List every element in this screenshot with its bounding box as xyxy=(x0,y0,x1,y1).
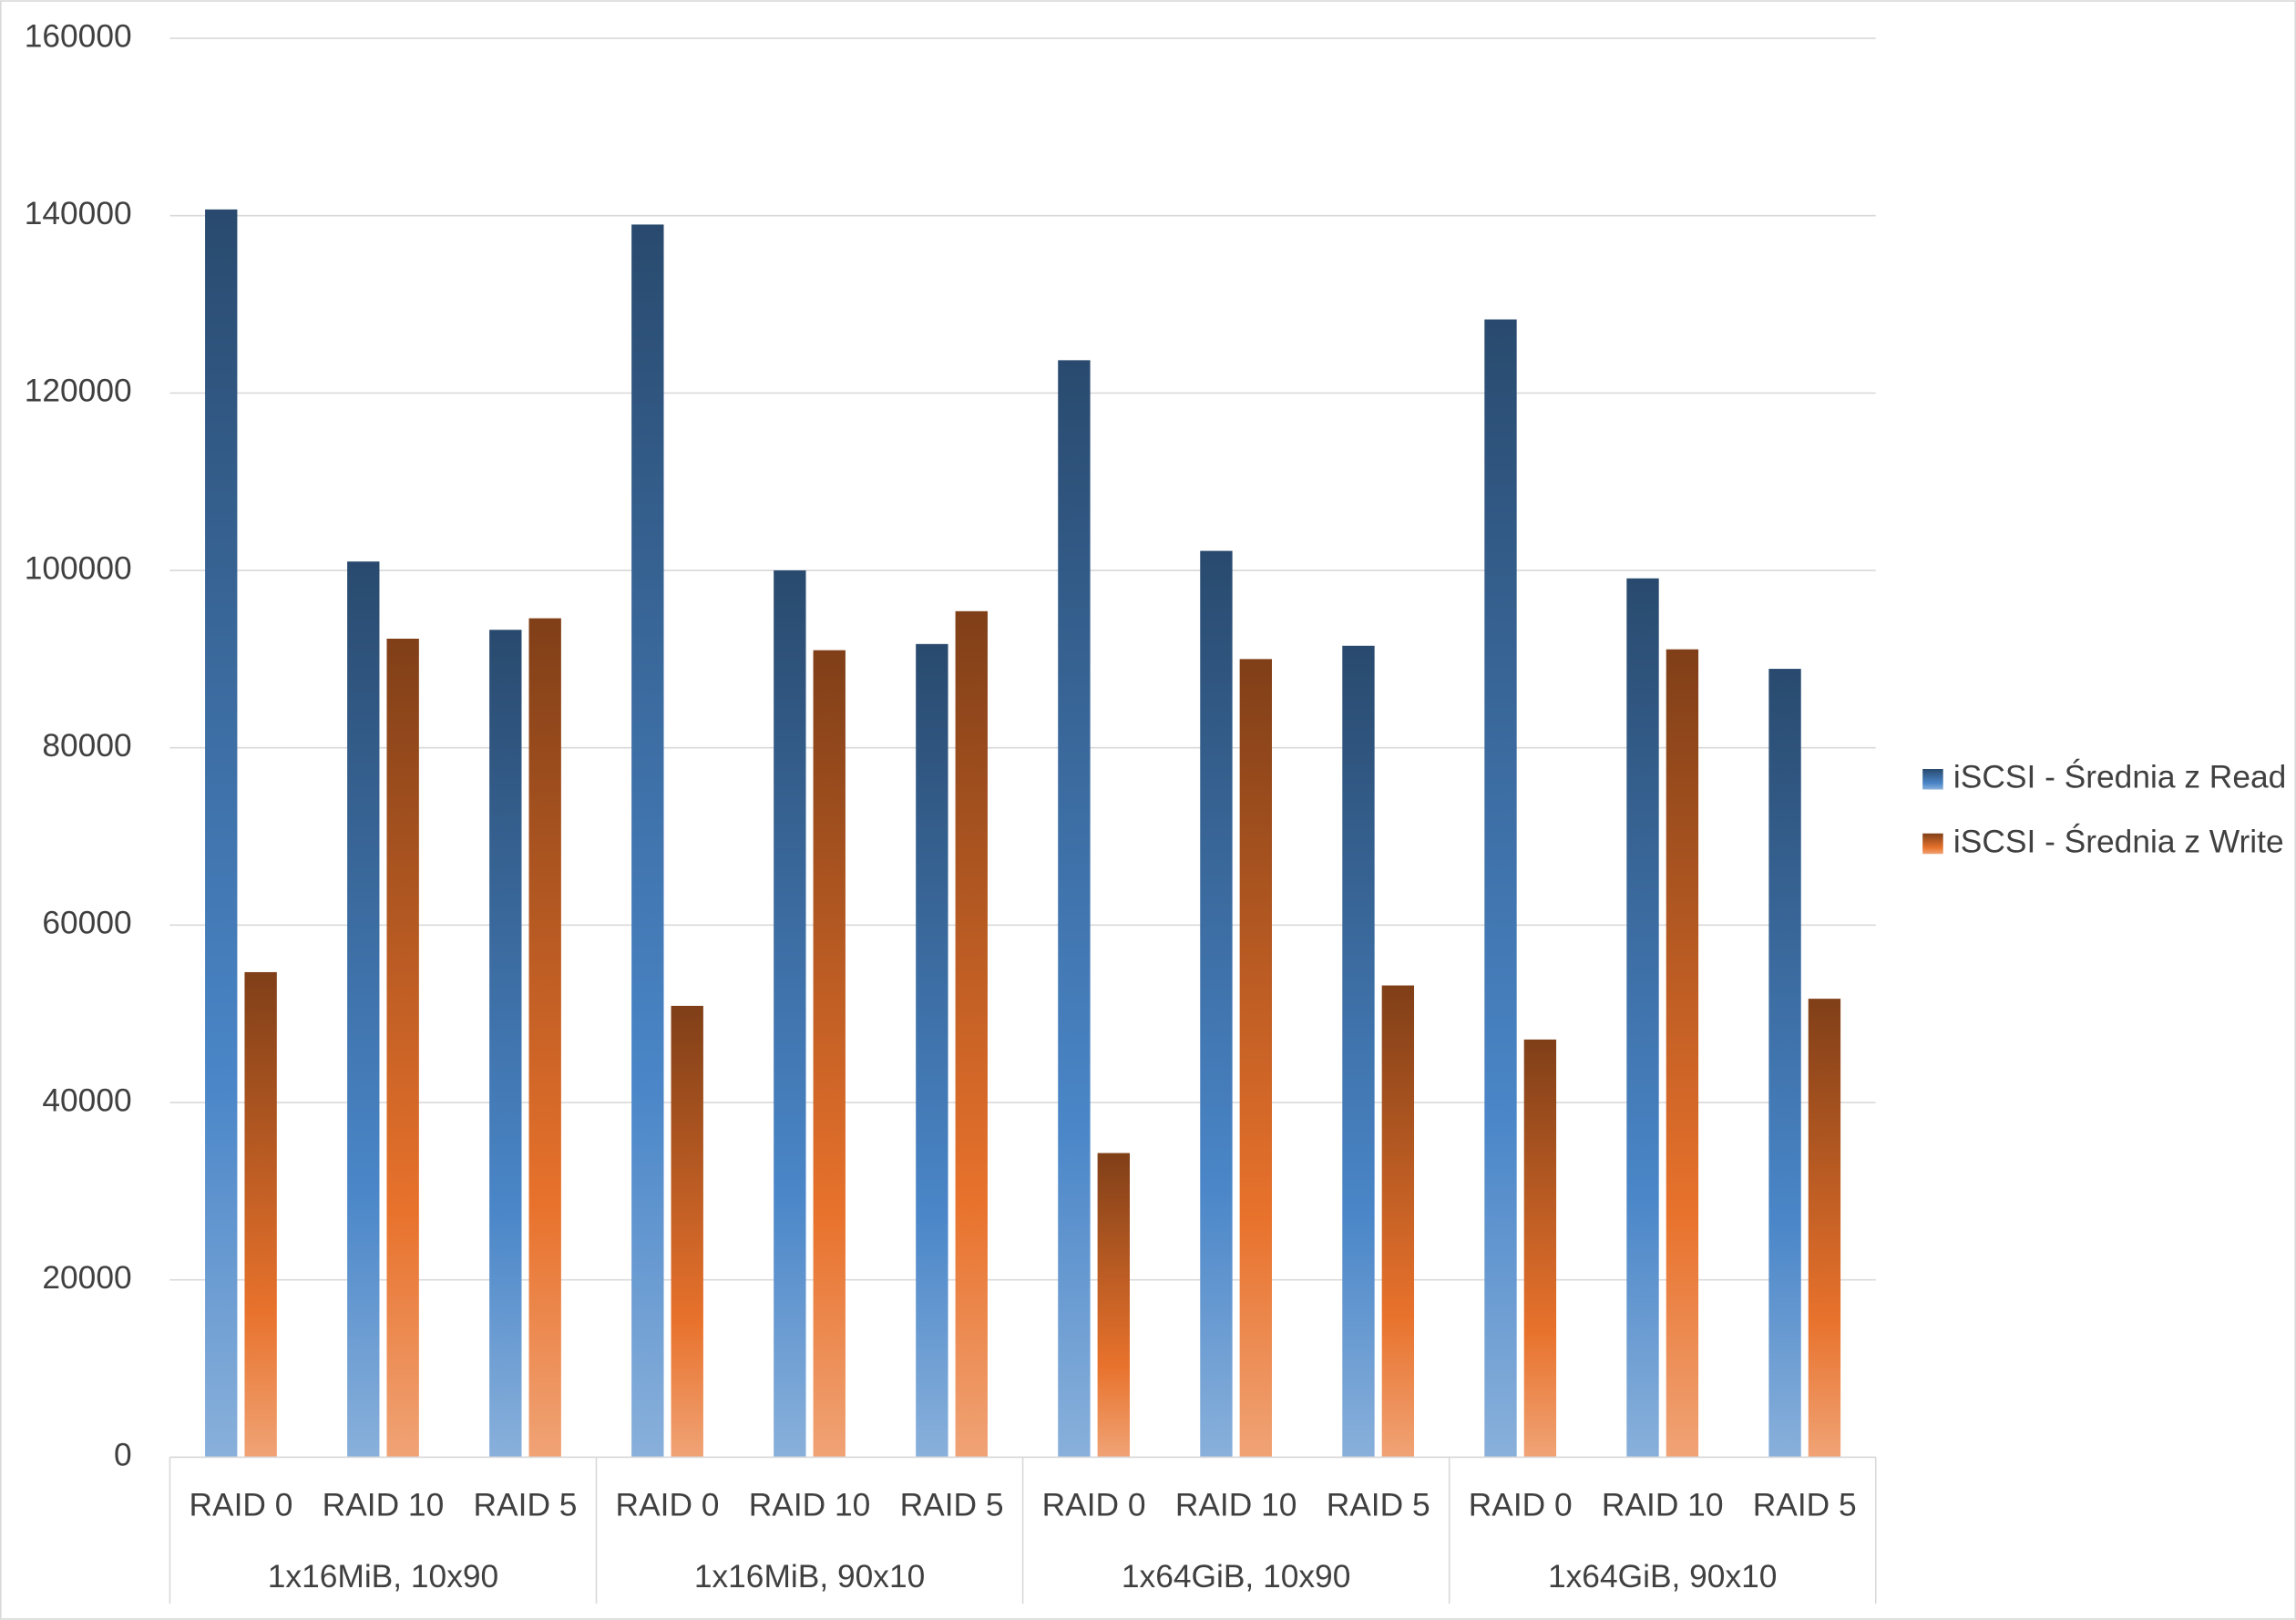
bar xyxy=(386,638,419,1458)
group-label: 1x16MiB, 10x90 xyxy=(268,1559,498,1594)
x-tick-label: RAID 5 xyxy=(474,1487,578,1523)
bar xyxy=(955,610,988,1458)
bar xyxy=(774,570,806,1458)
bar xyxy=(1768,669,1801,1458)
y-tick-label: 140000 xyxy=(25,196,132,231)
bar xyxy=(1058,360,1091,1458)
bar xyxy=(205,209,238,1458)
x-tick-label: RAID 0 xyxy=(1469,1487,1573,1523)
y-tick-label: 60000 xyxy=(42,906,131,941)
group-label: 1x16MiB, 90x10 xyxy=(694,1559,925,1594)
x-tick-label: RAID 5 xyxy=(900,1487,1004,1523)
bar xyxy=(1200,550,1233,1458)
y-tick-label: 80000 xyxy=(42,728,131,764)
group-label: 1x64GiB, 10x90 xyxy=(1122,1559,1351,1594)
bar xyxy=(1523,1039,1557,1458)
bar xyxy=(1808,999,1841,1458)
legend-swatch xyxy=(1922,833,1943,855)
x-tick-label: RAID 10 xyxy=(1175,1487,1297,1523)
y-tick-label: 160000 xyxy=(25,18,132,54)
x-tick-label: RAID 5 xyxy=(1327,1487,1430,1523)
bar xyxy=(528,618,561,1458)
bar xyxy=(671,1005,703,1458)
y-tick-label: 120000 xyxy=(25,374,132,409)
bar xyxy=(1381,985,1415,1458)
x-tick-label: RAID 10 xyxy=(749,1487,871,1523)
bar xyxy=(1626,578,1659,1458)
legend-swatch xyxy=(1922,769,1943,790)
bar xyxy=(813,650,846,1458)
bar xyxy=(1342,645,1375,1458)
bar xyxy=(1097,1153,1130,1458)
bar xyxy=(631,224,664,1458)
x-tick-label: RAID 10 xyxy=(1602,1487,1724,1523)
bar xyxy=(1239,659,1273,1458)
y-tick-label: 40000 xyxy=(42,1082,131,1118)
bar xyxy=(244,971,277,1458)
bar xyxy=(1484,319,1517,1458)
x-tick-label: RAID 0 xyxy=(189,1487,292,1523)
legend-label: iSCSI - Średnia z Read I xyxy=(1953,759,2296,795)
x-tick-label: RAID 10 xyxy=(323,1487,445,1523)
group-label: 1x64GiB, 90x10 xyxy=(1548,1559,1778,1594)
legend-label: iSCSI - Średnia z Write xyxy=(1953,823,2284,859)
bar xyxy=(916,643,948,1458)
bar xyxy=(347,561,380,1458)
x-tick-label: RAID 5 xyxy=(1753,1487,1857,1523)
y-tick-label: 20000 xyxy=(42,1260,131,1296)
x-tick-label: RAID 0 xyxy=(616,1487,720,1523)
y-tick-label: 100000 xyxy=(25,550,132,586)
y-tick-label: 0 xyxy=(114,1438,132,1473)
bar xyxy=(489,630,522,1458)
bar xyxy=(1666,649,1699,1458)
x-tick-label: RAID 0 xyxy=(1042,1487,1146,1523)
